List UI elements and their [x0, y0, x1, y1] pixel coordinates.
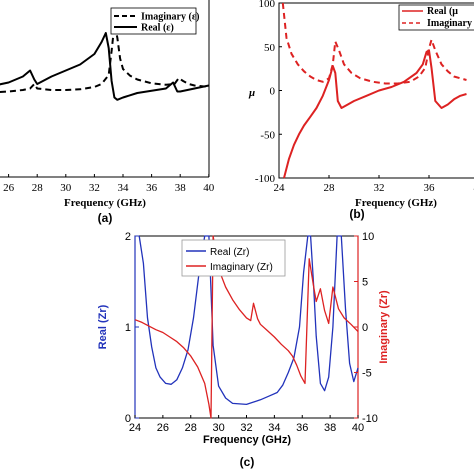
chart-a-panel-label: (a) — [98, 211, 113, 225]
chart-a-x-tick-label: 26 — [3, 182, 15, 194]
chart-c-x-tick-label: 36 — [296, 422, 308, 434]
chart-b-x-tick-label: 36 — [424, 182, 436, 194]
chart-b-y-tick-label: -100 — [255, 173, 276, 185]
chart-a-legend-label-imaginary: Imaginary (ε) — [141, 12, 199, 23]
chart-a-x-tick-label: 28 — [32, 182, 44, 194]
chart-b-y-tick-label: 50 — [264, 42, 276, 54]
chart-b-series-real — [283, 49, 467, 179]
chart-b-legend: Real (μ Imaginary — [398, 4, 474, 31]
chart-b-legend-label-real: Real (μ — [427, 6, 458, 17]
chart-a-x-tick-label: 40 — [203, 182, 215, 194]
chart-b-x-axis-label: Frequency (GHz) — [355, 197, 437, 209]
chart-c-right-y-tick-label: 10 — [362, 231, 374, 243]
chart-c-y-tick-label: 0 — [125, 413, 131, 425]
chart-c-series-real — [138, 235, 359, 406]
chart-b-legend-label-imaginary: Imaginary — [427, 18, 472, 29]
chart-c-x-tick-label: 40 — [352, 422, 364, 434]
chart-c-right-y-tick-label: 0 — [362, 322, 368, 334]
chart-a-x-tick-label: 38 — [175, 182, 187, 194]
chart-a-x-tick-label: 32 — [89, 182, 100, 194]
chart-c-panel-label: (c) — [240, 455, 255, 469]
chart-b-series-imaginary — [281, 2, 467, 85]
chart-c-y-tick-label: 1 — [125, 322, 131, 334]
chart-c-y-axis-label-left: Real (Zr) — [97, 304, 109, 349]
chart-a-series-real — [0, 32, 210, 101]
chart-c-legend-label-imaginary: Imaginary (Zr) — [210, 262, 273, 273]
chart-b-y-axis-label: μ — [248, 87, 255, 99]
chart-c-x-tick-label: 38 — [324, 422, 336, 434]
chart-a-x-axis-label: Frequency (GHz) — [64, 197, 146, 209]
chart-c-right-y-tick-label: 5 — [362, 277, 368, 289]
chart-c-legend-box — [181, 239, 286, 277]
chart-c-right-y-tick-label: -10 — [362, 413, 378, 425]
chart-a-legend-label-real: Real (ε) — [141, 23, 174, 34]
chart-b-y-tick-label: 0 — [270, 86, 276, 98]
chart-a-series-imaginary — [0, 23, 209, 93]
chart-b-panel-label: (b) — [349, 207, 364, 221]
chart-b-x-tick-label: 24 — [274, 182, 286, 194]
chart-a-x-tick-label: 36 — [146, 182, 158, 194]
chart-c-right-y-tick-label: -5 — [362, 368, 372, 380]
chart-a: 26 28 30 32 34 36 38 40 Frequency (GHz) (a) Ima… — [0, 0, 215, 225]
chart-a-x-tick-label: 34 — [118, 182, 130, 194]
chart-a-legend: Imaginary (ε) Real (ε) — [110, 7, 199, 35]
chart-c-x-tick-label: 28 — [185, 422, 197, 434]
chart-c-series-imaginary — [134, 235, 359, 419]
chart-b-x-tick-label: 28 — [324, 182, 336, 194]
chart-c-x-tick-label: 24 — [129, 422, 141, 434]
chart-b-y-tick-label: -50 — [260, 129, 275, 141]
chart-c-x-tick-label: 32 — [240, 422, 252, 434]
chart-c-legend: Real (Zr) Imaginary (Zr) — [181, 239, 286, 277]
chart-b-x-tick-label: 32 — [374, 182, 385, 194]
chart-b-legend-box — [398, 4, 474, 31]
chart-a-legend-box — [110, 7, 197, 35]
chart-c: 24 26 28 30 32 34 36 38 40 0 1 2 10 5 0 -5 -10 Frequen… — [97, 231, 390, 469]
chart-c-y-tick-label: 2 — [125, 231, 131, 243]
chart-c-x-tick-label: 34 — [268, 422, 280, 434]
chart-c-x-tick-label: 30 — [213, 422, 225, 434]
chart-b-y-tick-label: 100 — [259, 0, 276, 10]
chart-c-x-tick-label: 26 — [157, 422, 169, 434]
chart-c-x-axis-label: Frequency (GHz) — [203, 434, 291, 446]
chart-c-y-axis-label-right: Imaginary (Zr) — [378, 290, 390, 364]
chart-a-x-tick-label: 30 — [60, 182, 72, 194]
chart-c-legend-label-real: Real (Zr) — [210, 247, 249, 258]
